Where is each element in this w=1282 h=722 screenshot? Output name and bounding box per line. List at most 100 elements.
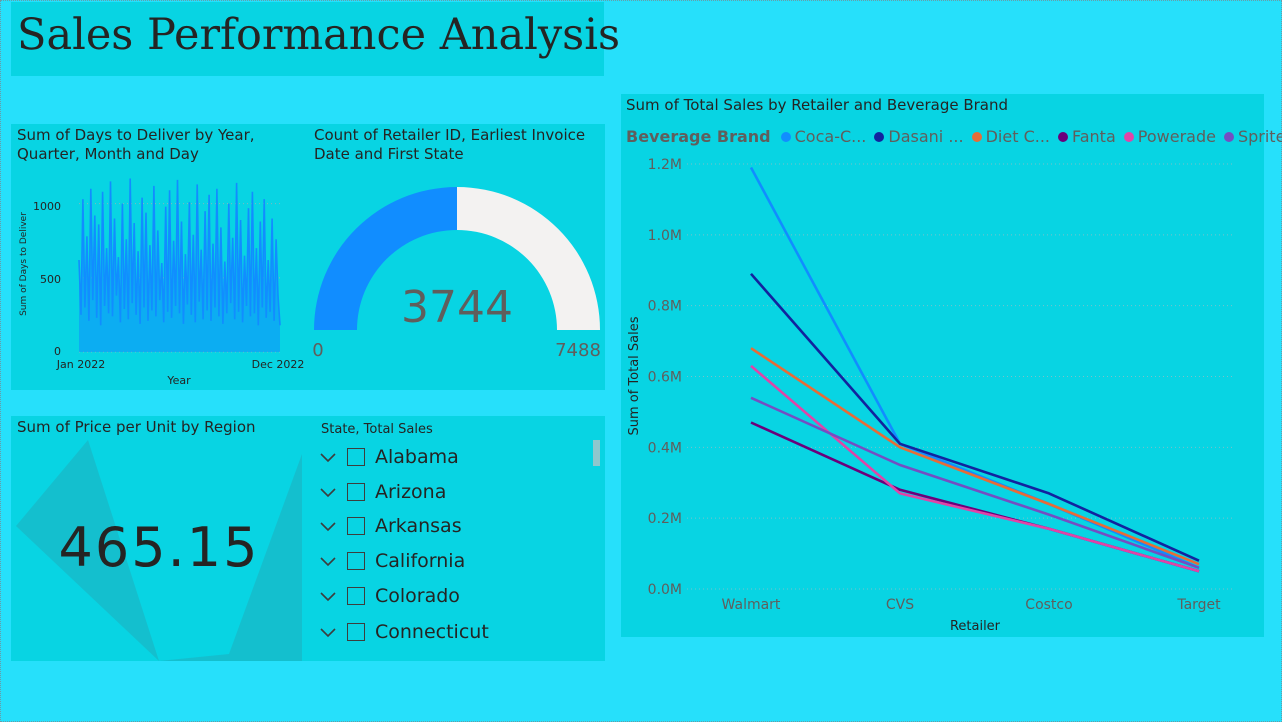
state-slicer[interactable]: State, Total Sales Alabama Arizona Arkan… bbox=[307, 416, 605, 661]
chevron-down-icon[interactable] bbox=[319, 448, 337, 466]
legend-item[interactable]: Powerade bbox=[1123, 127, 1216, 146]
legend-dot bbox=[1123, 131, 1134, 142]
legend-label: Sprite bbox=[1237, 127, 1282, 146]
legend-dot bbox=[1223, 131, 1234, 142]
line-y-tick: 1.0M bbox=[648, 228, 682, 244]
series-line-powerade[interactable] bbox=[750, 364, 1200, 573]
days-chart-svg: 1000 500 0 Jan 2022 Dec 2022 Year Sum of… bbox=[19, 178, 305, 387]
checkbox[interactable] bbox=[347, 552, 365, 570]
slicer-item-label: Arkansas bbox=[375, 515, 462, 537]
sales-by-retailer-visual[interactable]: Sum of Total Sales by Retailer and Bever… bbox=[621, 94, 1282, 637]
days-x-tick: Dec 2022 bbox=[252, 358, 305, 371]
kpi-trend-shape-right bbox=[159, 454, 302, 661]
chevron-down-icon[interactable] bbox=[319, 517, 337, 535]
gauge-min-label: 0 bbox=[312, 340, 323, 361]
kpi-background-shape bbox=[16, 440, 302, 661]
line-x-tick: Target bbox=[1176, 597, 1221, 613]
slicer-item-label: Arizona bbox=[375, 481, 447, 503]
series-line-diet-coke[interactable] bbox=[750, 347, 1200, 566]
legend-item[interactable]: Coca-C... bbox=[780, 127, 866, 146]
line-y-tick: 0.2M bbox=[648, 511, 682, 527]
page-title: Sales Performance Analysis bbox=[17, 10, 621, 60]
legend-label: Dasani ... bbox=[888, 127, 964, 146]
chevron-down-icon[interactable] bbox=[319, 552, 337, 570]
days-x-tick: Jan 2022 bbox=[56, 358, 105, 371]
line-chart-legend: Beverage Brand Coca-C... Dasani ... Diet C… bbox=[626, 127, 1282, 146]
line-chart-series bbox=[749, 166, 1200, 573]
checkbox[interactable] bbox=[347, 587, 365, 605]
legend-label: Diet C... bbox=[985, 127, 1050, 146]
gauge-value: 3744 bbox=[401, 282, 513, 333]
legend-title: Beverage Brand bbox=[626, 127, 771, 146]
retailer-count-gauge[interactable]: Count of Retailer ID, Earliest Invoice D… bbox=[308, 124, 605, 390]
days-y-tick: 1000 bbox=[33, 200, 61, 213]
line-chart-grid bbox=[687, 163, 1233, 590]
days-to-deliver-visual[interactable]: Sum of Days to Deliver by Year, Quarter,… bbox=[11, 124, 308, 390]
slicer-item[interactable]: Arizona bbox=[319, 475, 446, 509]
legend-dot bbox=[874, 131, 885, 142]
kpi-title: Sum of Price per Unit by Region bbox=[17, 418, 256, 436]
kpi-trend-shape-left bbox=[16, 440, 159, 661]
checkbox[interactable] bbox=[347, 483, 365, 501]
gauge-title: Count of Retailer ID, Earliest Invoice D… bbox=[314, 126, 586, 163]
slicer-scrollbar[interactable] bbox=[593, 440, 600, 466]
slicer-item[interactable]: Connecticut bbox=[319, 615, 489, 649]
line-y-tick: 0.6M bbox=[648, 370, 682, 386]
chevron-down-icon[interactable] bbox=[319, 623, 337, 641]
days-y-axis-label: Sum of Days to Deliver bbox=[19, 212, 29, 316]
line-y-tick: 0.8M bbox=[648, 299, 682, 315]
slicer-item[interactable]: Alabama bbox=[319, 440, 459, 474]
slicer-item-label: Connecticut bbox=[375, 621, 489, 643]
title-panel: Sales Performance Analysis bbox=[11, 2, 620, 76]
chevron-down-icon[interactable] bbox=[319, 483, 337, 501]
days-series-line bbox=[78, 178, 281, 326]
legend-item[interactable]: Diet C... bbox=[971, 127, 1050, 146]
checkbox[interactable] bbox=[347, 623, 365, 641]
chevron-down-icon[interactable] bbox=[319, 587, 337, 605]
line-x-axis-label: Retailer bbox=[950, 619, 1001, 634]
slicer-item-label: California bbox=[375, 550, 466, 572]
series-line-coca-cola[interactable] bbox=[749, 166, 1200, 569]
line-y-tick: 1.2M bbox=[648, 157, 682, 173]
legend-dot bbox=[1058, 131, 1068, 142]
series-line-fanta[interactable] bbox=[750, 421, 1200, 573]
line-y-axis-label: Sum of Total Sales bbox=[627, 316, 642, 435]
price-per-unit-card[interactable]: Sum of Price per Unit by Region 465.15 bbox=[11, 416, 307, 661]
slicer-item[interactable]: Colorado bbox=[319, 579, 460, 613]
line-chart-y-ticks: 0.0M 0.2M 0.4M 0.6M 0.8M 1.0M 1.2M bbox=[648, 157, 682, 598]
series-line-sprite[interactable] bbox=[750, 396, 1200, 570]
legend-dot bbox=[780, 131, 791, 142]
line-chart-title: Sum of Total Sales by Retailer and Bever… bbox=[626, 96, 1009, 114]
checkbox[interactable] bbox=[347, 448, 365, 466]
line-x-tick: Walmart bbox=[722, 597, 781, 613]
line-y-tick: 0.4M bbox=[648, 440, 682, 456]
legend-dot bbox=[971, 131, 982, 142]
legend-label: Powerade bbox=[1137, 127, 1216, 146]
legend-label: Fanta bbox=[1072, 127, 1116, 146]
line-chart-x-ticks: Walmart CVS Costco Target bbox=[722, 597, 1222, 613]
legend-item[interactable]: Fanta bbox=[1058, 127, 1116, 146]
gauge-fill-arc bbox=[314, 187, 457, 330]
days-y-tick: 500 bbox=[40, 273, 61, 286]
slicer-item[interactable]: Arkansas bbox=[319, 509, 462, 543]
days-chart-title: Sum of Days to Deliver by Year, Quarter,… bbox=[17, 126, 255, 163]
legend-item[interactable]: Dasani ... bbox=[874, 127, 964, 146]
slicer-item-label: Alabama bbox=[375, 446, 459, 468]
slicer-item-label: Colorado bbox=[375, 585, 460, 607]
checkbox[interactable] bbox=[347, 517, 365, 535]
line-chart-svg: 0.0M 0.2M 0.4M 0.6M 0.8M 1.0M 1.2M Walmart CVS C… bbox=[627, 157, 1233, 634]
series-line-dasani[interactable] bbox=[750, 272, 1200, 562]
line-x-tick: CVS bbox=[886, 597, 914, 613]
gauge-svg: 3744 0 7488 bbox=[312, 187, 601, 361]
gauge-max-label: 7488 bbox=[555, 340, 601, 361]
days-area-fill bbox=[79, 178, 280, 352]
line-y-tick: 0.0M bbox=[648, 582, 682, 598]
days-y-tick: 0 bbox=[54, 345, 61, 358]
kpi-value: 465.15 bbox=[58, 516, 260, 579]
line-x-tick: Costco bbox=[1025, 597, 1072, 613]
slicer-item[interactable]: California bbox=[319, 544, 465, 578]
days-x-axis-label: Year bbox=[166, 374, 191, 387]
gauge-empty-arc bbox=[457, 187, 600, 330]
slicer-header: State, Total Sales bbox=[321, 422, 433, 437]
legend-item[interactable]: Sprite bbox=[1223, 127, 1282, 146]
